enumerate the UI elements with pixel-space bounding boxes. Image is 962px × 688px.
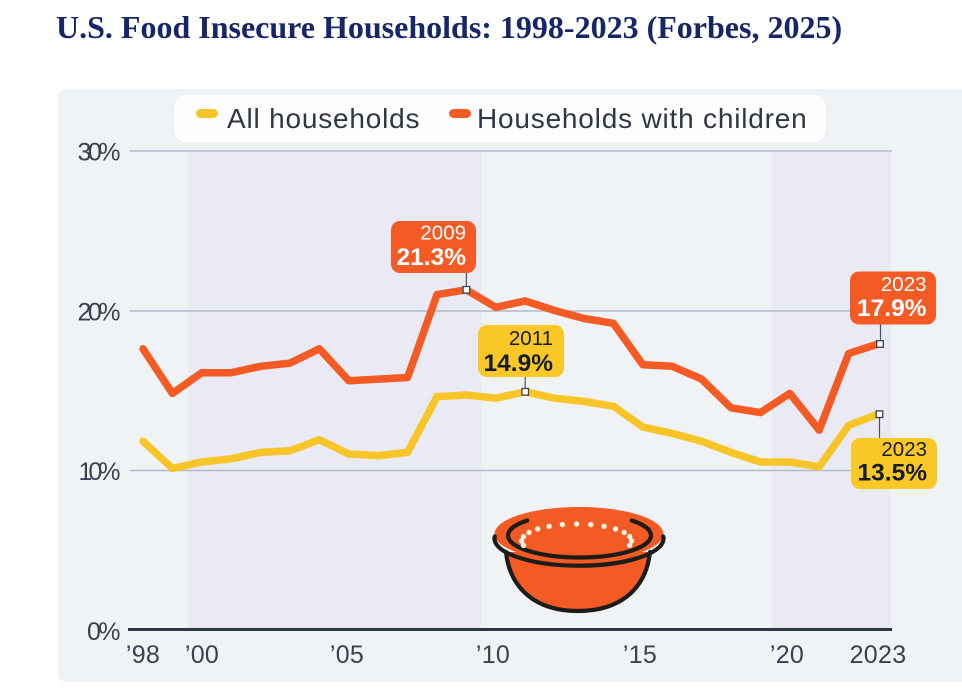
svg-text:2023: 2023 xyxy=(881,273,927,296)
svg-text:17.9%: 17.9% xyxy=(857,295,927,322)
svg-text:’05: ’05 xyxy=(330,641,364,669)
svg-text:All households: All households xyxy=(227,103,420,134)
svg-text:2011: 2011 xyxy=(509,327,553,350)
svg-text:10%: 10% xyxy=(79,458,121,486)
svg-text:2009: 2009 xyxy=(420,222,466,245)
svg-text:Households with children: Households with children xyxy=(477,103,807,134)
svg-text:2023: 2023 xyxy=(881,438,927,461)
svg-text:0%: 0% xyxy=(87,618,121,646)
svg-text:’15: ’15 xyxy=(623,641,657,669)
svg-text:’20: ’20 xyxy=(770,641,804,669)
svg-text:’98: ’98 xyxy=(126,641,160,669)
svg-text:’10: ’10 xyxy=(476,641,510,669)
svg-text:2023: 2023 xyxy=(850,641,907,669)
svg-text:13.5%: 13.5% xyxy=(858,460,928,487)
svg-text:14.9%: 14.9% xyxy=(484,350,554,377)
svg-text:30%: 30% xyxy=(78,138,121,166)
svg-text:’00: ’00 xyxy=(185,641,219,669)
svg-text:21.3%: 21.3% xyxy=(397,244,467,271)
svg-text:20%: 20% xyxy=(78,299,121,327)
